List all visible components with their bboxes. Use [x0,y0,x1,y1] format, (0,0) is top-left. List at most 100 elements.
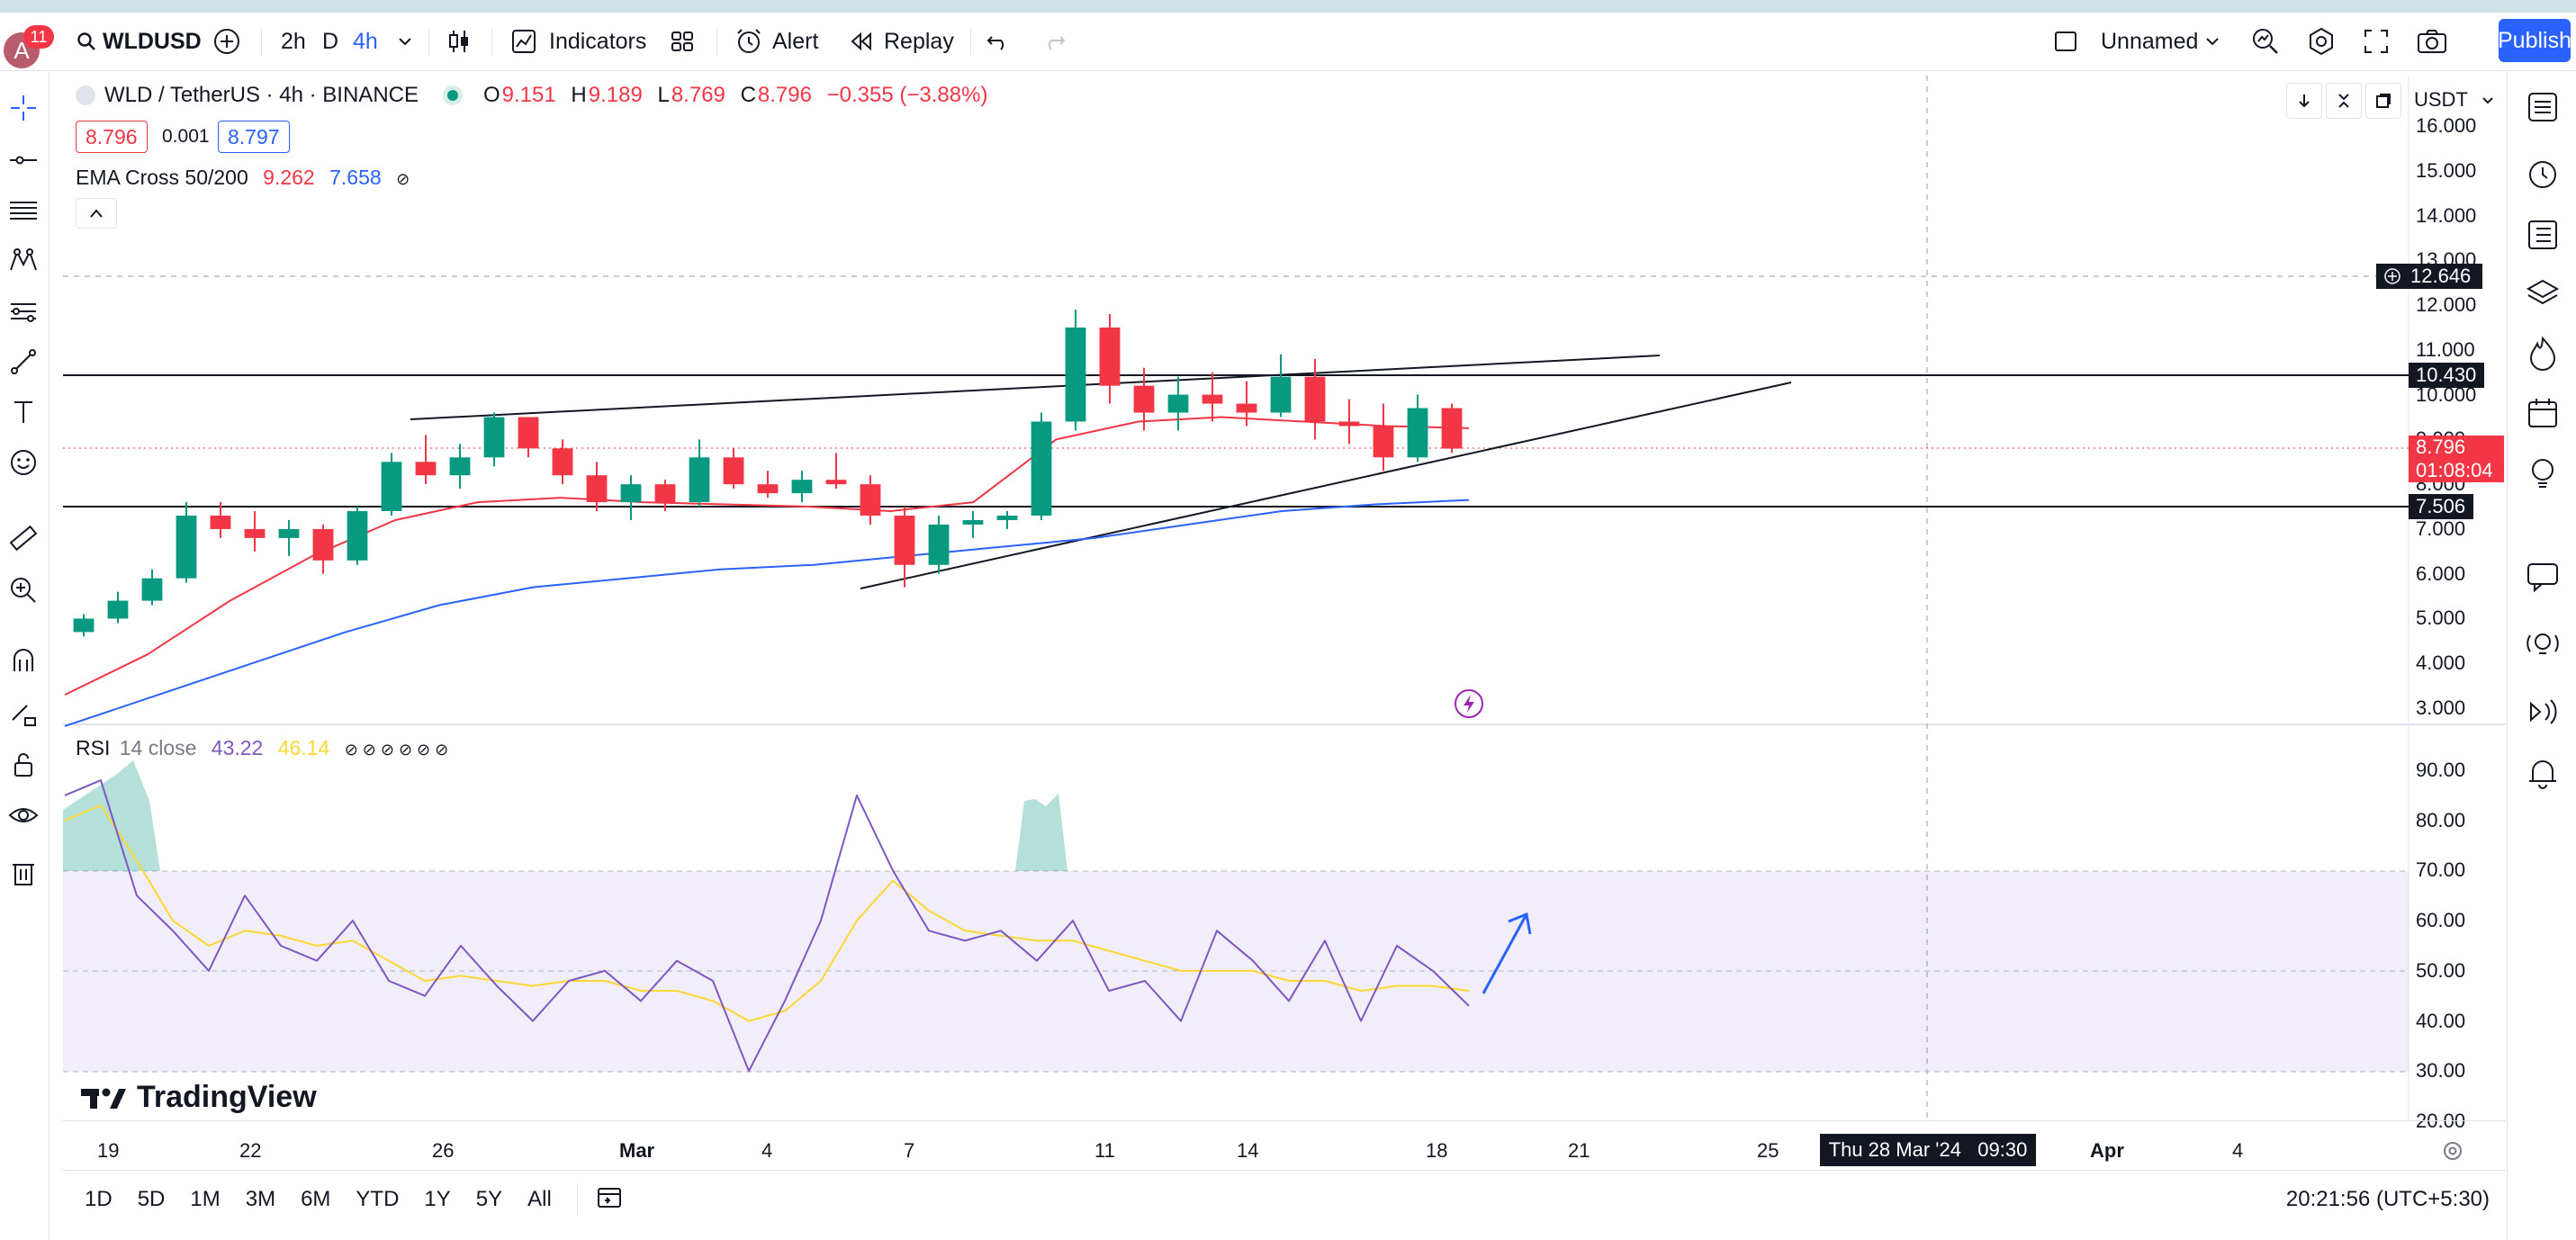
layers-button[interactable] [2524,275,2562,313]
sell-price-button[interactable]: 8.796 [76,121,148,153]
quick-search-button[interactable] [2250,22,2281,61]
candle [1031,412,1052,520]
candle-body [962,519,984,525]
alerts-panel-button[interactable] [2524,155,2562,193]
interval-4h[interactable]: 4h [353,22,378,61]
candle-body [210,515,231,529]
candle-body [552,448,573,476]
publish-button[interactable]: Publish [2498,19,2571,62]
candle-body [483,417,505,458]
alert-button[interactable]: Alert [734,22,818,61]
candle-body [1167,394,1189,413]
ema-legend[interactable]: EMA Cross 50/200 9.262 7.658 ⊘ [76,166,410,190]
ideas-button[interactable] [2524,454,2562,491]
range-ytd[interactable]: YTD [356,1187,400,1211]
indicators-button[interactable]: Indicators [509,22,646,61]
layout-menu[interactable]: Unnamed [2052,22,2198,61]
candle-body [278,528,300,538]
range-6m[interactable]: 6M [301,1187,331,1211]
compare-symbol-button[interactable] [212,22,241,61]
redo-button[interactable] [1040,22,1067,61]
notifications-button[interactable] [2524,754,2562,792]
price-axis-label: 3.000 [2416,696,2466,719]
candle [860,475,881,525]
range-1y[interactable]: 1Y [424,1187,451,1211]
symbol-logo-icon [76,85,95,105]
magnet-tool[interactable] [7,644,40,677]
layout-dropdown[interactable] [2203,22,2221,61]
replay-button[interactable]: Replay [848,22,954,61]
price-axis-label: 5.000 [2416,607,2466,630]
alarm-clock-icon [2529,161,2556,188]
range-1m[interactable]: 1M [190,1187,221,1211]
icon-tool[interactable] [7,446,40,479]
chevron-down-icon [2482,97,2493,104]
interval-d[interactable]: D [322,22,338,61]
alert-label: Alert [772,28,819,54]
remove-tool[interactable] [7,857,40,889]
hotlists-button[interactable] [2524,335,2562,373]
scroll-down-button[interactable] [2286,83,2322,119]
left-drawing-toolbar [0,72,50,1240]
candle [723,448,744,490]
rsi-axis-label: 50.00 [2416,958,2466,982]
text-tool[interactable] [7,396,40,428]
crosshair-price-tag[interactable]: 12.646 [2376,264,2482,289]
symbol-legend[interactable]: WLD / TetherUS · 4h · BINANCE O9.151 H9.… [76,83,987,108]
stay-drawing-tool[interactable] [7,696,40,729]
interval-dropdown[interactable] [396,22,414,61]
candle [1407,394,1428,463]
resistance-trendline[interactable] [410,355,1661,420]
symbol-search-button[interactable]: WLDUSD [76,22,202,61]
snapshot-button[interactable] [2416,22,2448,61]
rsi-axis-label: 70.00 [2416,858,2466,882]
lock-tool[interactable] [7,749,40,781]
range-1d[interactable]: 1D [85,1187,113,1211]
tradingview-logo[interactable]: TradingView [81,1080,317,1115]
time-axis-label: 4 [2232,1139,2244,1162]
candle [825,453,847,490]
zoom-tool[interactable] [7,574,40,607]
signals-button[interactable] [2524,626,2562,664]
trend-line-tool[interactable] [7,144,40,176]
goto-date-button[interactable] [576,1182,623,1217]
range-5d[interactable]: 5D [137,1187,166,1211]
chart-type-button[interactable] [445,22,473,61]
range-3m[interactable]: 3M [245,1187,276,1211]
templates-button[interactable] [668,22,697,61]
undo-button[interactable] [985,22,1012,61]
range-all[interactable]: All [527,1187,552,1211]
measure-tool[interactable] [7,522,40,554]
hide-tool[interactable] [7,799,40,831]
data-window-button[interactable] [2524,216,2562,254]
collapse-pane-button[interactable] [2326,83,2362,119]
support-trendline[interactable] [860,382,1792,589]
buy-price-button[interactable]: 8.797 [218,121,290,153]
candle-body [894,515,915,565]
calendar-button[interactable] [2524,394,2562,432]
drawn-arrow[interactable] [1482,913,1528,994]
pattern-tool[interactable] [7,245,40,277]
fullscreen-button[interactable] [2362,22,2391,61]
chats-button[interactable] [2524,558,2562,596]
range-5y[interactable]: 5Y [475,1187,503,1211]
clock[interactable]: 20:21:56 (UTC+5:30) [2285,1187,2490,1211]
bottom-bar-border [63,1170,2506,1171]
fib-tool[interactable] [7,194,40,227]
crosshair-tool[interactable] [7,92,40,124]
watchlist-button[interactable] [2524,88,2562,126]
brush-tool[interactable] [7,346,40,378]
forecast-tool[interactable] [7,295,40,328]
crosshair-price: 12.646 [2410,265,2472,287]
collapse-legend-button[interactable] [76,198,117,229]
streams-button[interactable] [2524,693,2562,731]
maximize-pane-button[interactable] [2365,83,2401,119]
currency-selector[interactable]: USDT [2407,83,2502,117]
lock-icon [14,753,32,777]
last-price-tag: 8.796 01:08:04 [2409,436,2504,482]
interval-2h[interactable]: 2h [281,22,306,61]
axis-settings-button[interactable] [2441,1139,2464,1167]
rsi-legend[interactable]: RSI 14 close 43.22 46.14 ⊘ ⊘ ⊘ ⊘ ⊘ ⊘ [76,736,448,760]
settings-button[interactable] [2306,22,2337,61]
